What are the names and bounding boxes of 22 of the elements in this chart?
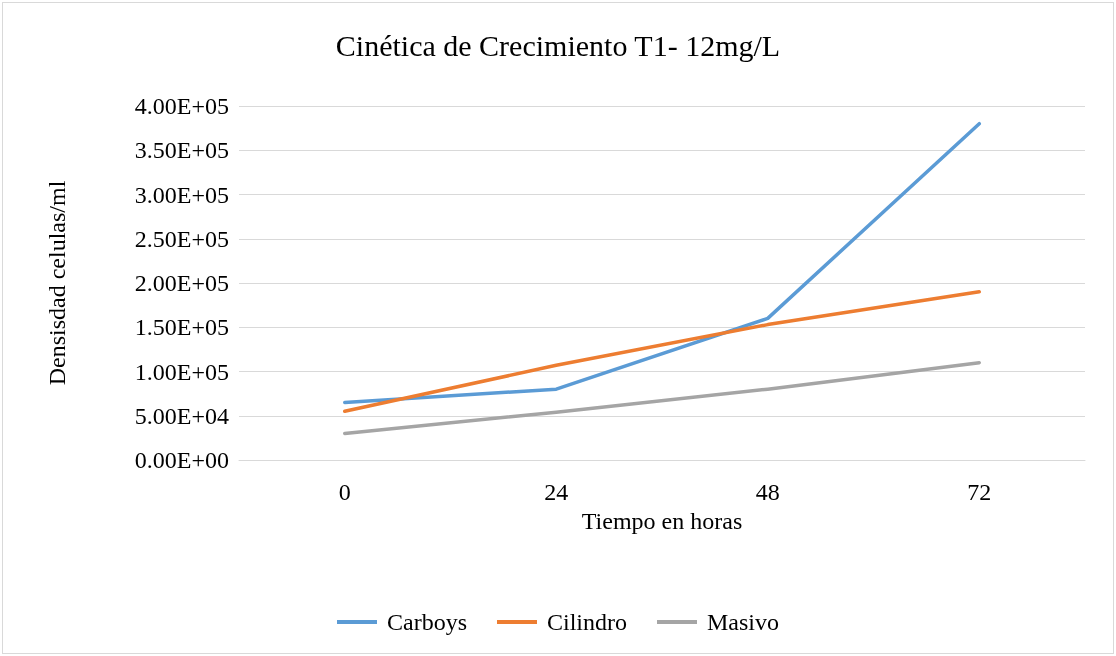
legend-label: Masivo — [707, 609, 779, 635]
y-tick-label: 5.00E+04 — [134, 402, 229, 429]
y-tick-label: 3.50E+05 — [134, 137, 229, 164]
legend-label: Cilindro — [546, 609, 628, 635]
line-series — [343, 290, 981, 414]
x-axis-title: Tiempo en horas — [581, 507, 743, 534]
y-tick-label: 0.00E+00 — [134, 447, 229, 473]
line-series — [343, 360, 981, 436]
chart-title: Cinética de Crecimiento T1- 12mg/L — [335, 28, 781, 62]
x-tick-label: 72 — [967, 479, 992, 505]
y-tick-label: 4.00E+05 — [134, 93, 229, 119]
y-tick-label: 3.00E+05 — [134, 181, 229, 208]
x-tick-label: 48 — [755, 479, 780, 505]
y-tick-label: 1.00E+05 — [134, 358, 229, 385]
y-axis-title: Densisdad celulas/ml — [44, 180, 70, 386]
x-tick-label: 24 — [544, 479, 569, 505]
legend-label: Carboys — [387, 609, 467, 635]
line-series — [343, 121, 981, 405]
y-tick-label: 1.50E+05 — [134, 314, 229, 341]
x-tick-label: 0 — [338, 479, 351, 505]
y-tick-label: 2.50E+05 — [134, 225, 229, 252]
y-tick-label: 2.00E+05 — [134, 270, 229, 296]
